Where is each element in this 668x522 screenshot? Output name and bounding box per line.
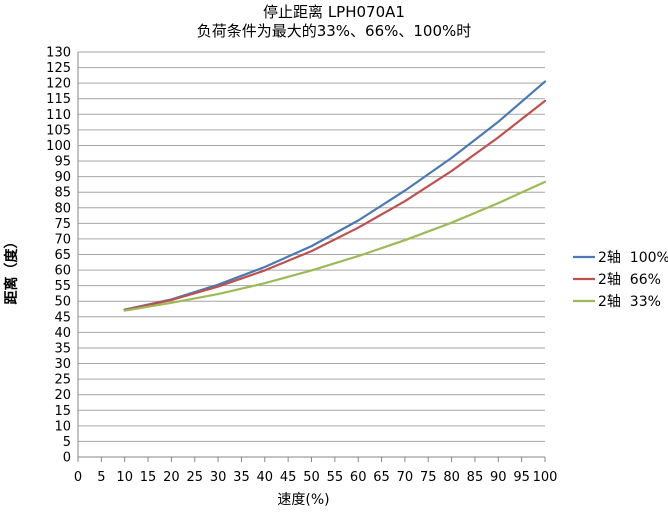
- x-tick-label: 85: [467, 470, 484, 485]
- x-axis-label: 速度(%): [277, 492, 329, 508]
- x-tick-label: 65: [373, 470, 390, 485]
- y-tick-label: 120: [46, 77, 71, 92]
- y-tick-label: 125: [46, 61, 71, 76]
- y-tick-label: 0: [63, 451, 71, 466]
- y-tick-label: 25: [54, 373, 71, 388]
- y-tick-label: 90: [54, 170, 71, 185]
- y-tick-label: 65: [54, 248, 71, 263]
- y-tick-label: 60: [54, 264, 71, 279]
- y-tick-label: 75: [54, 217, 71, 232]
- y-axis-label: 距离（度）: [3, 235, 20, 305]
- x-tick-label: 75: [420, 470, 437, 485]
- x-tick-label: 30: [210, 470, 227, 485]
- x-tick-label: 80: [443, 470, 460, 485]
- x-tick-label: 90: [490, 470, 507, 485]
- y-tick-label: 5: [63, 435, 71, 450]
- y-tick-label: 40: [54, 326, 71, 341]
- x-tick-label: 5: [97, 470, 105, 485]
- x-tick-label: 95: [513, 470, 530, 485]
- y-tick-label: 80: [54, 201, 71, 216]
- x-tick-label: 35: [233, 470, 250, 485]
- y-tick-label: 20: [54, 388, 71, 403]
- y-tick-label: 110: [46, 108, 71, 123]
- x-tick-label: 45: [280, 470, 297, 485]
- y-tick-label: 45: [54, 310, 71, 325]
- y-tick-label: 50: [54, 295, 71, 310]
- y-tick-label: 15: [54, 404, 71, 419]
- x-tick-label: 15: [140, 470, 157, 485]
- x-tick-label: 55: [327, 470, 344, 485]
- x-tick-label: 70: [397, 470, 414, 485]
- y-tick-label: 130: [46, 46, 71, 61]
- x-tick-label: 25: [186, 470, 203, 485]
- x-tick-label: 40: [257, 470, 274, 485]
- legend-label-0: 2轴 100%: [598, 250, 668, 266]
- chart-subtitle: 负荷条件为最大的33%、66%、100%时: [196, 22, 472, 40]
- series-line-1: [123, 99, 547, 312]
- x-tick-label: 60: [350, 470, 367, 485]
- y-tick-label: 30: [54, 357, 71, 372]
- series-line-0: [123, 80, 547, 311]
- chart-title: 停止距离 LPH070A1: [263, 3, 405, 21]
- legend-label-1: 2轴 66%: [598, 272, 661, 288]
- y-tick-label: 100: [46, 139, 71, 154]
- y-tick-label: 85: [54, 186, 71, 201]
- y-tick-label: 115: [46, 92, 71, 107]
- x-tick-label: 20: [163, 470, 180, 485]
- x-tick-label: 100: [533, 470, 558, 485]
- series-line-2: [123, 180, 547, 312]
- y-tick-label: 35: [54, 341, 71, 356]
- y-tick-label: 55: [54, 279, 71, 294]
- y-tick-label: 105: [46, 123, 71, 138]
- y-tick-label: 95: [54, 155, 71, 170]
- y-tick-label: 10: [54, 419, 71, 434]
- x-tick-label: 10: [116, 470, 133, 485]
- y-tick-label: 70: [54, 232, 71, 247]
- legend-label-2: 2轴 33%: [598, 294, 661, 310]
- x-tick-label: 0: [74, 470, 82, 485]
- x-tick-label: 50: [303, 470, 320, 485]
